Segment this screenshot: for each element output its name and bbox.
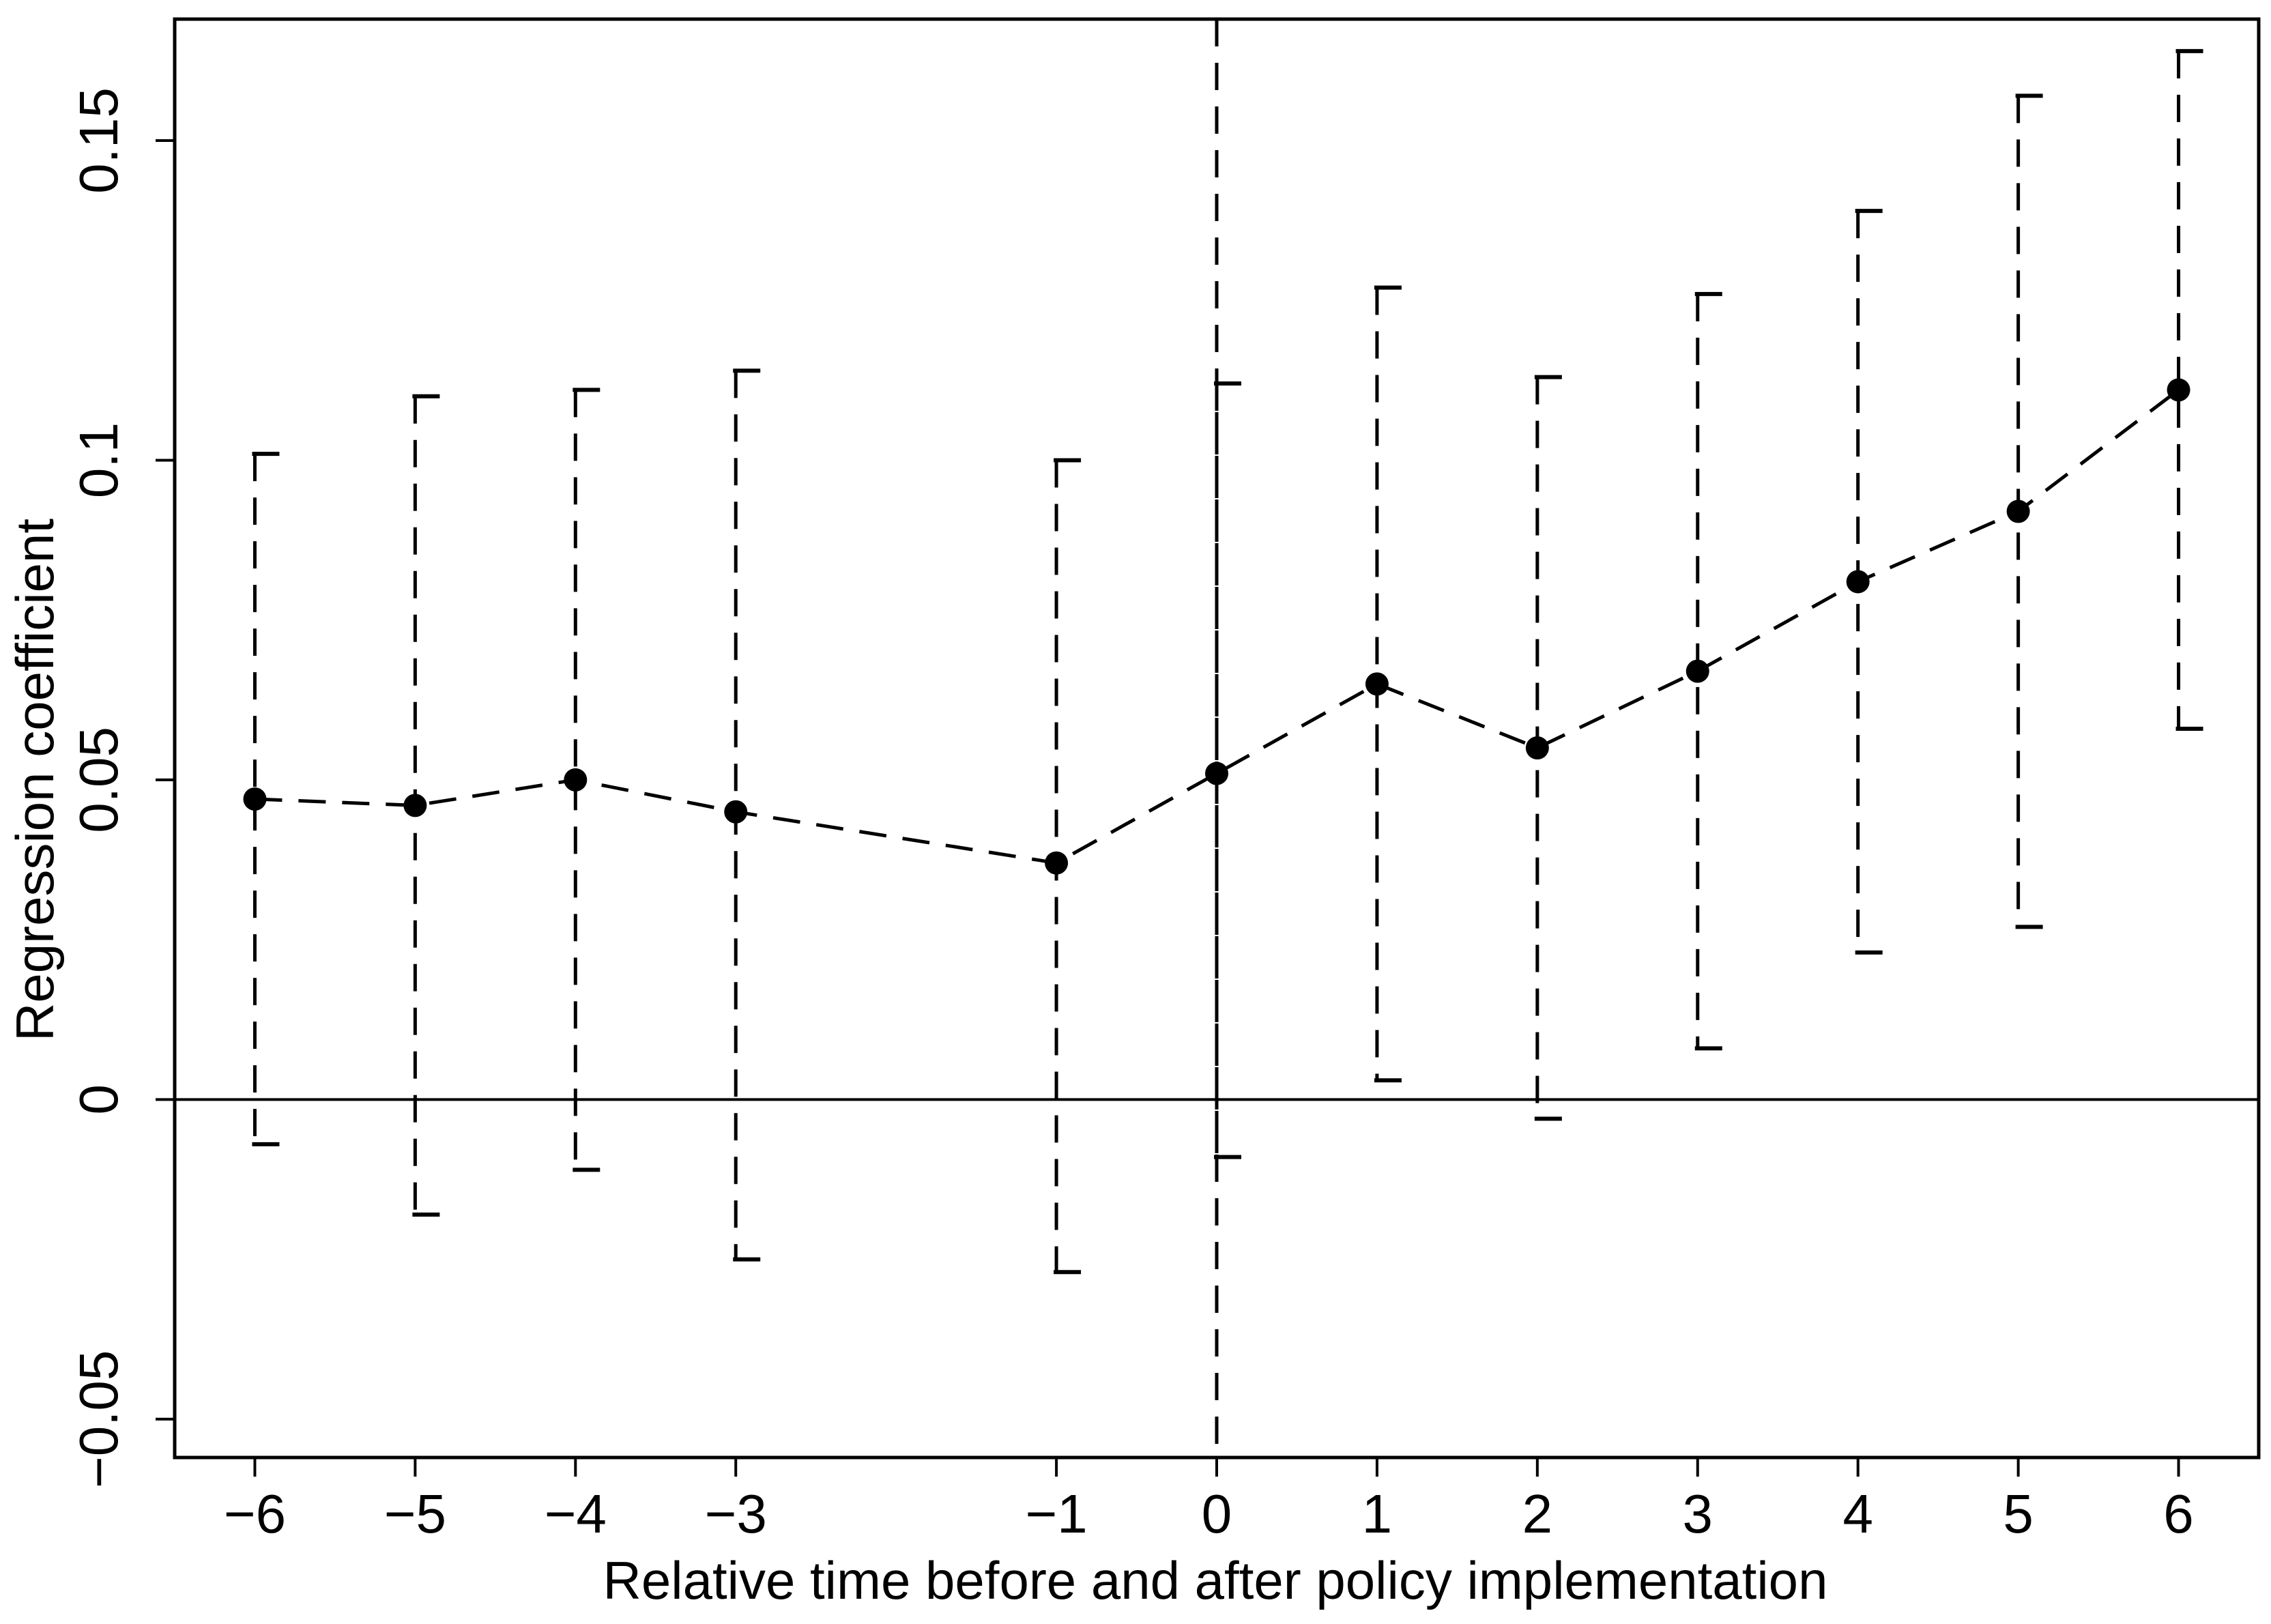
y-tick-label: 0.05 [68, 727, 129, 833]
data-point [564, 768, 588, 792]
x-tick-label: 3 [1683, 1483, 1713, 1544]
data-point [2167, 378, 2190, 402]
x-tick-label: 4 [1842, 1483, 1873, 1544]
x-tick-label: 0 [1202, 1483, 1232, 1544]
data-point [1205, 762, 1228, 785]
error-bars [252, 48, 2203, 1275]
x-axis-ticks: −6 −5 −4 −3 −1 0 1 2 3 4 5 6 [224, 1458, 2194, 1544]
data-point [1045, 851, 1069, 875]
x-tick-label: 5 [2003, 1483, 2034, 1544]
y-tick-label: 0 [68, 1084, 129, 1115]
y-tick-label: 0.15 [68, 87, 129, 194]
data-point [2006, 499, 2030, 523]
data-point [1525, 736, 1549, 760]
x-tick-label: −5 [384, 1483, 446, 1544]
x-tick-label: 6 [2163, 1483, 2194, 1544]
x-tick-label: 1 [1362, 1483, 1393, 1544]
data-point [1365, 672, 1389, 696]
y-axis-title: Regression coefficient [5, 519, 65, 1041]
data-points [243, 378, 2190, 875]
y-axis-ticks: −0.05 0 0.05 0.1 0.15 [68, 87, 175, 1488]
x-tick-label: −6 [224, 1483, 286, 1544]
x-tick-label: 2 [1522, 1483, 1553, 1544]
x-tick-label: −3 [705, 1483, 767, 1544]
y-tick-label: −0.05 [68, 1350, 129, 1488]
data-point [1846, 570, 1870, 594]
data-point [243, 787, 267, 811]
x-tick-label: −1 [1025, 1483, 1087, 1544]
x-tick-label: −4 [545, 1483, 607, 1544]
y-tick-label: 0.1 [68, 422, 129, 498]
data-point [1686, 659, 1709, 683]
data-point [403, 794, 427, 817]
x-axis-title: Relative time before and after policy im… [603, 1550, 1828, 1610]
data-point [724, 800, 748, 824]
